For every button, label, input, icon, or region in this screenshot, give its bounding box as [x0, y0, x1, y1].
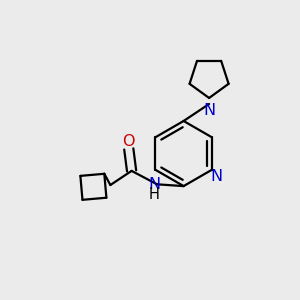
Text: N: N — [210, 169, 223, 184]
Text: H: H — [149, 187, 160, 202]
Text: N: N — [148, 177, 160, 192]
Text: N: N — [203, 103, 215, 118]
Text: O: O — [122, 134, 135, 149]
